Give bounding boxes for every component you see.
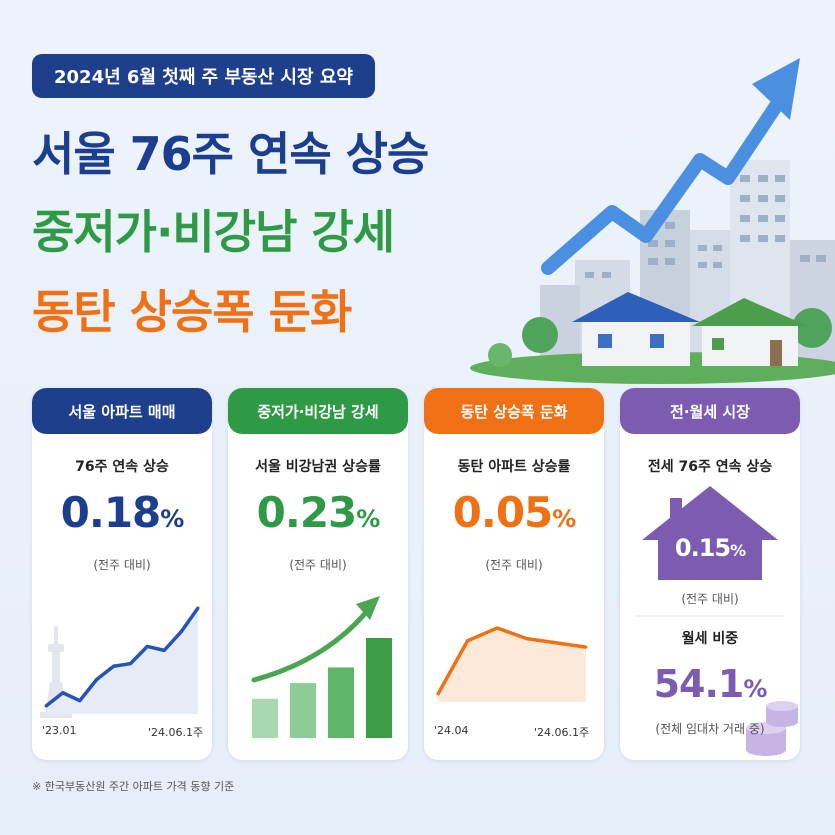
bar-1 <box>290 683 316 738</box>
card-note: (전주 대비) <box>681 592 739 606</box>
headline-seoul: 서울 76주 연속 상승 <box>32 127 429 181</box>
data-point-4 <box>112 664 116 668</box>
data-point-4 <box>554 641 558 645</box>
house-value: 0.15% <box>620 534 800 562</box>
monthly-rent-value: 54.1% <box>620 662 800 706</box>
card-value: 0.05% <box>424 488 604 537</box>
card-rent-market: 전·월세 시장 전세 76주 연속 상승 0.15% (전주 대비) 월세 비중… <box>620 388 800 760</box>
value-number: 0.05 <box>452 488 554 537</box>
value-number-2: 54.1 <box>653 662 745 706</box>
card-note-2: (전체 임대차 거래 중) <box>655 722 765 736</box>
card-subtitle-2: 월세 비중 <box>681 631 739 647</box>
value-number: 0.15 <box>674 534 731 562</box>
card-header: 전·월세 시장 <box>620 388 800 434</box>
card-midlow: 중저가·비강남 강세 서울 비강남권 상승률 0.23% (전주 대비) <box>228 388 408 760</box>
data-point-1 <box>61 691 65 695</box>
data-point-2 <box>78 699 82 703</box>
bar-0 <box>252 698 278 738</box>
green-house-icon <box>692 298 808 366</box>
house-icon <box>642 486 778 580</box>
data-point-3 <box>525 637 529 641</box>
card-header: 중저가·비강남 강세 <box>228 388 408 434</box>
data-point-1 <box>466 639 470 643</box>
x-label-end: '24.06.1주 <box>148 726 204 739</box>
rent-card-graphics <box>636 486 798 756</box>
data-point-5 <box>584 645 588 649</box>
card-header: 동탄 상승폭 둔화 <box>424 388 604 434</box>
card-seoul-apartment: 서울 아파트 매매 76주 연속 상승 0.18% (전주 대비) '23.01… <box>32 388 212 760</box>
headline-midlow: 중저가·비강남 강세 <box>32 205 395 259</box>
x-label-start: '23.01 <box>42 724 77 737</box>
bar-3 <box>366 638 392 738</box>
value-unit: % <box>356 505 380 533</box>
midlow-bar-chart <box>251 596 392 738</box>
value-unit: % <box>160 505 184 533</box>
value-unit-2: % <box>743 675 767 703</box>
card-value: 0.18% <box>32 488 212 537</box>
data-point-8 <box>179 630 183 634</box>
value-number: 0.23 <box>256 488 358 537</box>
card-subtitle: 전세 76주 연속 상승 <box>647 459 773 475</box>
card-subtitle: 서울 비강남권 상승률 <box>255 459 381 475</box>
card-subtitle: 동탄 아파트 상승률 <box>457 459 571 475</box>
rising-arrow-icon <box>251 596 380 683</box>
source-footnote: ※ 한국부동산원 주간 아파트 가격 동향 기준 <box>32 780 235 793</box>
data-point-9 <box>196 606 200 610</box>
data-point-6 <box>145 644 149 648</box>
card-note: (전주 대비) <box>289 558 347 572</box>
x-label-start: '24.04 <box>434 724 469 737</box>
card-header: 서울 아파트 매매 <box>32 388 212 434</box>
data-point-3 <box>95 678 99 682</box>
bar-2 <box>328 667 354 738</box>
card-note: (전주 대비) <box>93 558 151 572</box>
data-point-7 <box>162 648 166 652</box>
data-point-2 <box>495 626 499 630</box>
data-point-0 <box>44 704 48 708</box>
blue-house-icon <box>572 292 700 366</box>
rising-trend-arrow-icon <box>541 58 800 275</box>
headline-dongtan: 동탄 상승폭 둔화 <box>32 285 352 339</box>
x-label-end: '24.06.1주 <box>534 726 590 739</box>
card-value: 0.23% <box>228 488 408 537</box>
card-subtitle: 76주 연속 상승 <box>75 459 169 475</box>
data-point-5 <box>128 662 132 666</box>
coin-stack-icon <box>746 701 798 756</box>
data-point-0 <box>436 692 440 696</box>
card-note: (전주 대비) <box>485 558 543 572</box>
value-unit: % <box>730 541 746 560</box>
dongtan-line-chart <box>436 626 588 702</box>
value-number: 0.18 <box>60 488 162 537</box>
summary-pill: 2024년 6월 첫째 주 부동산 시장 요약 <box>32 54 375 98</box>
seoul-line-chart <box>40 606 200 718</box>
card-dongtan: 동탄 상승폭 둔화 동탄 아파트 상승률 0.05% (전주 대비) '24.0… <box>424 388 604 760</box>
value-unit: % <box>552 505 576 533</box>
